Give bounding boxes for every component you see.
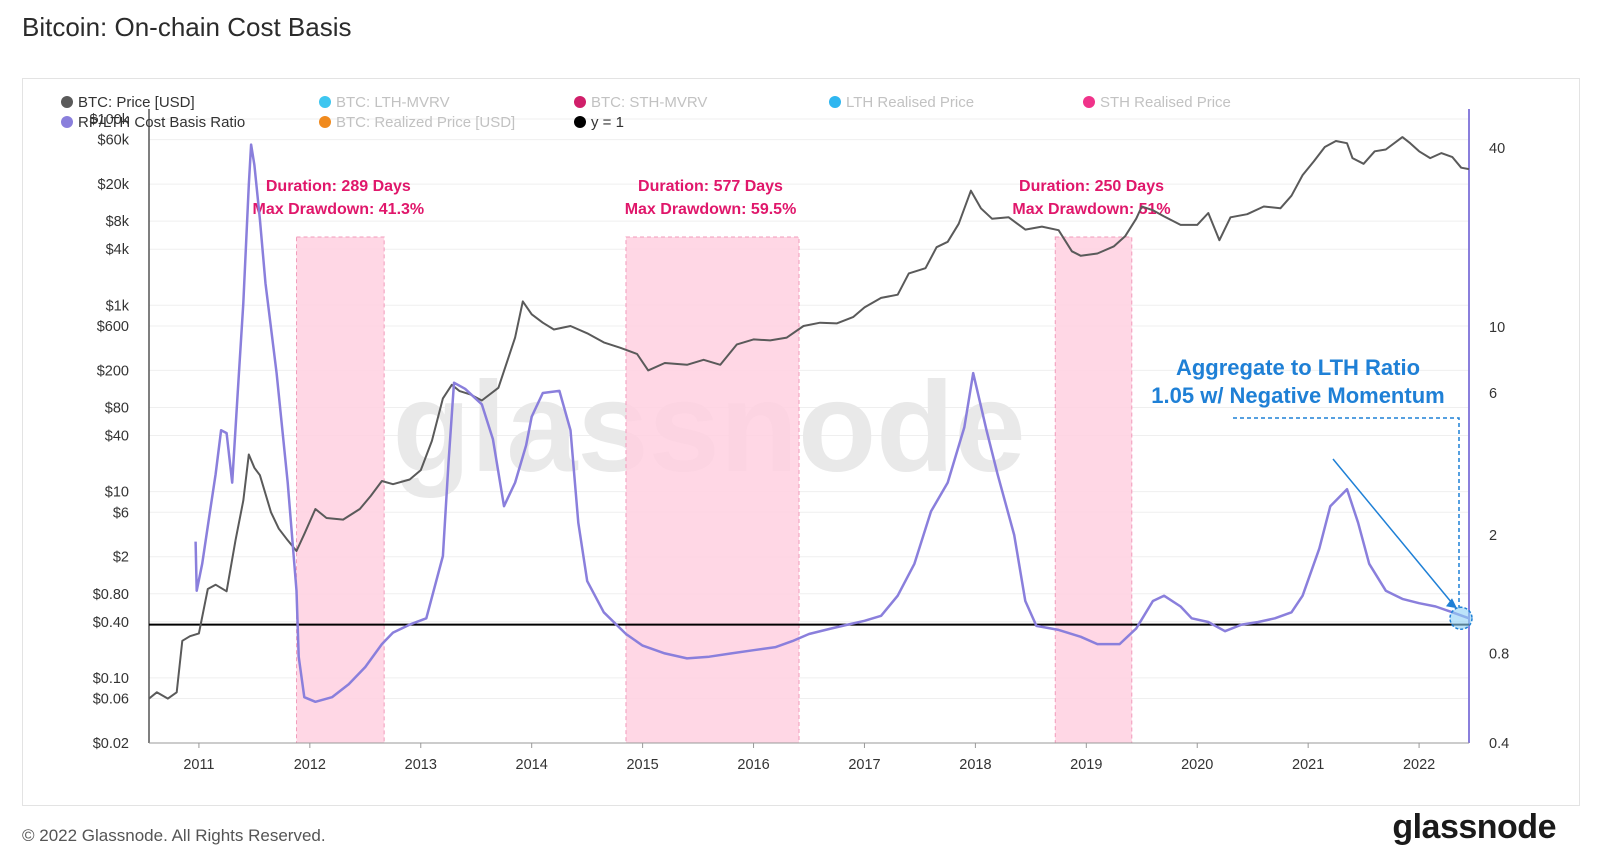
y-left-tick-label: $0.80 (93, 587, 129, 603)
legend-swatch (319, 116, 331, 128)
annotation-line1: Aggregate to LTH Ratio (1176, 355, 1420, 380)
y-left-tick-label: $60k (98, 133, 130, 149)
y-right-tick-label: 0.8 (1489, 646, 1509, 662)
legend-item[interactable]: y = 1 (574, 114, 624, 131)
y-left-tick-label: $100k (89, 112, 129, 128)
y-left-tick-label: $4k (106, 242, 130, 258)
drawdown-region-1 (296, 236, 385, 744)
region-1-duration-label: Duration: 289 Days (266, 178, 411, 195)
page-title: Bitcoin: On-chain Cost Basis (22, 12, 352, 42)
legend-swatch (61, 116, 73, 128)
legend-swatch (319, 96, 331, 108)
drawdown-region-2 (625, 236, 800, 744)
legend-swatch (1083, 96, 1095, 108)
annotation-bracket (1233, 417, 1460, 609)
legend-item[interactable]: LTH Realised Price (829, 94, 974, 111)
y-left-tick-label: $600 (97, 319, 129, 335)
legend-item[interactable]: BTC: Realized Price [USD] (319, 114, 515, 131)
x-tick-label: 2011 (183, 757, 214, 773)
series-btc-price-line[interactable] (148, 136, 1470, 700)
footer-copyright: © 2022 Glassnode. All Rights Reserved. (22, 826, 326, 845)
legend-label: STH Realised Price (1100, 94, 1231, 111)
legend-swatch (61, 96, 73, 108)
x-tick-label: 2013 (405, 757, 437, 773)
legend-label: BTC: STH-MVRV (591, 94, 707, 111)
legend-item[interactable]: RP/LTH Cost Basis Ratio (61, 114, 245, 131)
y-left-tick-label: $20k (98, 177, 130, 193)
legend-item[interactable]: BTC: Price [USD] (61, 94, 195, 111)
y-left-tick-label: $2 (113, 550, 129, 566)
y-left-tick-label: $0.02 (93, 736, 129, 752)
drawdown-region-3 (1054, 236, 1133, 744)
y-left-tick-label: $40 (105, 429, 129, 445)
x-tick-label: 2017 (848, 757, 880, 773)
y-right-tick-label: 0.4 (1489, 736, 1509, 752)
y-left-tick-label: $80 (105, 400, 129, 416)
y-left-tick-label: $200 (97, 363, 129, 379)
region-2-drawdown-label: Max Drawdown: 59.5% (625, 201, 797, 218)
y-left-tick-label: $1k (106, 298, 130, 314)
legend-swatch (574, 96, 586, 108)
annotation-line2: 1.05 w/ Negative Momentum (1151, 383, 1444, 408)
y-left-tick-label: $0.06 (93, 692, 129, 708)
current-value-marker (1449, 606, 1473, 631)
y-left-tick-label: $8k (106, 214, 130, 230)
legend-swatch (574, 116, 586, 128)
y-right-tick-label: 10 (1489, 320, 1505, 336)
legend-swatch (829, 96, 841, 108)
y-right-tick-label: 40 (1489, 141, 1505, 157)
legend-item[interactable]: BTC: STH-MVRV (574, 94, 707, 111)
legend-label: BTC: LTH-MVRV (336, 94, 450, 111)
region-2-duration-label: Duration: 577 Days (638, 178, 783, 195)
legend-item[interactable]: BTC: LTH-MVRV (319, 94, 450, 111)
region-3-drawdown-label: Max Drawdown: 51% (1012, 201, 1170, 218)
y-left-tick-label: $10 (105, 485, 129, 501)
x-tick-label: 2021 (1292, 757, 1324, 773)
legend-label: LTH Realised Price (846, 94, 974, 111)
x-tick-label: 2018 (959, 757, 991, 773)
y-left-tick-label: $0.40 (93, 615, 129, 631)
legend-label: BTC: Price [USD] (78, 94, 195, 111)
region-1-drawdown-label: Max Drawdown: 41.3% (253, 201, 425, 218)
legend-label: RP/LTH Cost Basis Ratio (78, 114, 245, 131)
y-right-tick-label: 2 (1489, 528, 1497, 544)
x-tick-label: 2012 (294, 757, 326, 773)
momentum-arrow (1332, 458, 1454, 605)
region-3-duration-label: Duration: 250 Days (1019, 178, 1164, 195)
legend-label: y = 1 (591, 114, 624, 131)
series-rp-lth-ratio-line[interactable] (194, 143, 1470, 704)
legend-item[interactable]: STH Realised Price (1083, 94, 1231, 111)
x-tick-label: 2020 (1181, 757, 1213, 773)
x-tick-label: 2016 (737, 757, 769, 773)
x-tick-label: 2022 (1403, 757, 1435, 773)
y-left-tick-label: $0.10 (93, 671, 129, 687)
legend-label: BTC: Realized Price [USD] (336, 114, 515, 131)
x-tick-label: 2019 (1070, 757, 1102, 773)
glassnode-logo: glassnode (1392, 808, 1556, 846)
momentum-arrow-head (1446, 598, 1457, 609)
x-tick-label: 2014 (516, 757, 548, 773)
x-tick-label: 2015 (626, 757, 658, 773)
y-right-tick-label: 6 (1489, 386, 1497, 402)
y-left-tick-label: $6 (113, 505, 129, 521)
